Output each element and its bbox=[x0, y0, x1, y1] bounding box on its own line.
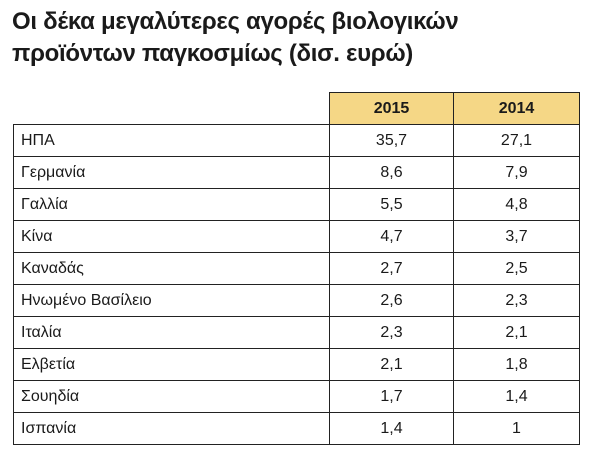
value-2014-cell: 7,9 bbox=[453, 156, 580, 189]
value-2014-cell: 3,7 bbox=[453, 220, 580, 253]
value-2014-cell: 2,1 bbox=[453, 316, 580, 349]
value-2014-cell: 1,4 bbox=[453, 380, 580, 413]
market-table: 2015 2014 ΗΠΑ 35,7 27,1 Γερμανία 8,6 7,9… bbox=[13, 92, 580, 445]
country-cell: Κίνα bbox=[13, 220, 330, 253]
title-line-2: προϊόντων παγκοσμίως (δισ. ευρώ) bbox=[12, 40, 413, 67]
value-2015-cell: 5,5 bbox=[329, 188, 454, 221]
value-2015-cell: 2,1 bbox=[329, 348, 454, 381]
table-row: Σουηδία 1,7 1,4 bbox=[13, 380, 580, 413]
table-row: Ιταλία 2,3 2,1 bbox=[13, 316, 580, 349]
table-row: Ελβετία 2,1 1,8 bbox=[13, 348, 580, 381]
table-row: Κίνα 4,7 3,7 bbox=[13, 220, 580, 253]
country-cell: Γαλλία bbox=[13, 188, 330, 221]
value-2014-cell: 27,1 bbox=[453, 124, 580, 157]
table-row: Καναδάς 2,7 2,5 bbox=[13, 252, 580, 285]
table-row: Ισπανία 1,4 1 bbox=[13, 412, 580, 445]
page-title: Οι δέκα μεγαλύτερες αγορές βιολογικών πρ… bbox=[12, 6, 592, 70]
country-cell: Σουηδία bbox=[13, 380, 330, 413]
table-row: ΗΠΑ 35,7 27,1 bbox=[13, 124, 580, 157]
value-2014-cell: 1,8 bbox=[453, 348, 580, 381]
value-2014-cell: 2,5 bbox=[453, 252, 580, 285]
country-cell: Γερμανία bbox=[13, 156, 330, 189]
country-cell: ΗΠΑ bbox=[13, 124, 330, 157]
header-row: 2015 2014 bbox=[13, 92, 580, 125]
value-2015-cell: 2,6 bbox=[329, 284, 454, 317]
table-row: Γερμανία 8,6 7,9 bbox=[13, 156, 580, 189]
value-2014-cell: 1 bbox=[453, 412, 580, 445]
table-row: Ηνωμένο Βασίλειο 2,6 2,3 bbox=[13, 284, 580, 317]
value-2014-cell: 2,3 bbox=[453, 284, 580, 317]
value-2015-cell: 4,7 bbox=[329, 220, 454, 253]
title-line-1: Οι δέκα μεγαλύτερες αγορές βιολογικών bbox=[12, 8, 459, 35]
value-2015-cell: 1,7 bbox=[329, 380, 454, 413]
country-cell: Ιταλία bbox=[13, 316, 330, 349]
value-2015-cell: 2,7 bbox=[329, 252, 454, 285]
country-cell: Καναδάς bbox=[13, 252, 330, 285]
country-cell: Ελβετία bbox=[13, 348, 330, 381]
value-2015-cell: 35,7 bbox=[329, 124, 454, 157]
value-2015-cell: 1,4 bbox=[329, 412, 454, 445]
header-empty-cell bbox=[13, 92, 330, 125]
header-2015: 2015 bbox=[329, 92, 454, 125]
header-2014: 2014 bbox=[453, 92, 580, 125]
table-row: Γαλλία 5,5 4,8 bbox=[13, 188, 580, 221]
value-2015-cell: 8,6 bbox=[329, 156, 454, 189]
value-2015-cell: 2,3 bbox=[329, 316, 454, 349]
country-cell: Ισπανία bbox=[13, 412, 330, 445]
value-2014-cell: 4,8 bbox=[453, 188, 580, 221]
country-cell: Ηνωμένο Βασίλειο bbox=[13, 284, 330, 317]
